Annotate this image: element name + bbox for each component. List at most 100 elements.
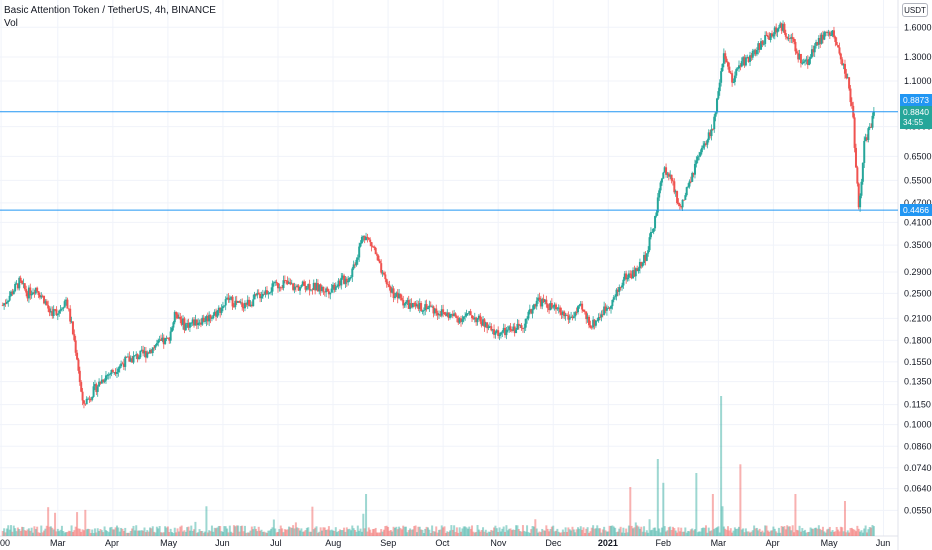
- volume-bar: [611, 525, 614, 536]
- volume-bar: [40, 525, 43, 536]
- candle-body: [600, 314, 603, 318]
- volume-bar: [135, 525, 138, 536]
- candle-body: [420, 303, 423, 311]
- y-tick-label: 1.6000: [904, 22, 932, 32]
- candle-body: [842, 63, 845, 66]
- candle-body: [665, 167, 668, 175]
- volume-bar: [5, 528, 8, 536]
- candle-body: [321, 286, 324, 292]
- candle-body: [612, 297, 615, 300]
- candle-body: [286, 280, 289, 284]
- y-tick-label: 0.1350: [904, 377, 932, 387]
- volume-bar: [276, 531, 279, 536]
- x-tick-label: Sep: [380, 538, 396, 548]
- volume-bar: [771, 530, 774, 536]
- candle-body: [213, 311, 216, 315]
- volume-bar: [512, 529, 515, 536]
- symbol-title[interactable]: Basic Attention Token / TetherUS, 4h, BI…: [4, 5, 216, 16]
- candle-body: [330, 288, 333, 293]
- candle-body: [381, 272, 384, 274]
- candle-body: [520, 325, 523, 329]
- x-tick-label: May: [160, 538, 178, 548]
- candle-body: [243, 302, 246, 309]
- candle-body: [471, 315, 474, 319]
- candle-body: [838, 47, 841, 54]
- candle-body: [131, 358, 134, 363]
- candle-body: [812, 49, 815, 53]
- volume-bar: [450, 525, 453, 536]
- volume-bar: [352, 528, 355, 536]
- volume-bar: [689, 529, 692, 536]
- candle-body: [221, 306, 224, 309]
- volume-bar: [491, 530, 494, 536]
- volume-bar: [721, 506, 724, 536]
- candle-body: [827, 32, 830, 34]
- candle-body: [107, 374, 110, 376]
- candle-body: [508, 326, 511, 330]
- candle-body: [256, 292, 259, 296]
- volume-bar: [146, 530, 149, 536]
- currency-badge[interactable]: USDT: [902, 3, 928, 17]
- candle-body: [162, 337, 165, 345]
- candle-body: [417, 304, 420, 309]
- y-tick-label: 0.0640: [904, 484, 932, 494]
- volume-bar: [110, 526, 113, 536]
- volume-bar: [465, 527, 468, 536]
- candle-body: [369, 239, 372, 243]
- candle-body: [641, 263, 644, 267]
- candle-body: [216, 310, 219, 317]
- volume-bar: [670, 530, 673, 536]
- candle-body: [168, 338, 171, 341]
- volume-bar: [30, 527, 33, 536]
- candle-body: [238, 301, 241, 303]
- volume-bar: [26, 529, 29, 536]
- x-tick-label: May: [821, 538, 839, 548]
- volume-bar: [91, 529, 94, 536]
- candle-body: [63, 301, 66, 308]
- volume-bar: [777, 527, 780, 536]
- volume-bar: [47, 507, 50, 536]
- candle-body: [572, 316, 575, 318]
- volume-bar: [809, 527, 812, 536]
- volume-bar: [528, 532, 531, 536]
- volume-bar: [649, 530, 652, 536]
- volume-bar: [210, 525, 213, 536]
- candle-body: [777, 27, 780, 29]
- volume-bar: [338, 529, 341, 536]
- volume-bar: [764, 525, 767, 536]
- candle-body: [133, 355, 136, 357]
- volume-bar: [161, 532, 164, 536]
- volume-bar: [471, 525, 474, 536]
- candle-body: [418, 303, 421, 309]
- volume-bar: [304, 530, 307, 536]
- volume-bar: [235, 525, 238, 536]
- volume-bar: [129, 530, 132, 536]
- volume-bar: [538, 531, 541, 536]
- volume-bar: [330, 529, 333, 536]
- candle-body: [60, 308, 63, 310]
- volume-bar: [523, 530, 526, 536]
- volume-bar: [765, 525, 768, 536]
- volume-bar: [685, 532, 688, 536]
- candle-body: [264, 290, 267, 295]
- candle-body: [297, 285, 300, 291]
- volume-bar: [735, 528, 738, 536]
- volume-indicator-label[interactable]: Vol: [4, 18, 18, 29]
- volume-bar: [3, 528, 6, 536]
- candle-body: [632, 270, 635, 279]
- x-axis[interactable]: 00 Mar Apr May Jun Jul Aug Sep Oct Nov Dec 2021 Feb M…: [0, 538, 890, 548]
- candle-body: [144, 350, 147, 358]
- candle-body: [494, 332, 497, 335]
- y-tick-label: 0.0740: [904, 463, 932, 473]
- volume-bar: [761, 530, 764, 536]
- volume-bar: [422, 532, 425, 536]
- volume-bar: [656, 459, 659, 536]
- volume-bar: [343, 527, 346, 536]
- candle-body: [480, 321, 483, 326]
- candle-body: [776, 28, 779, 33]
- candle-body: [638, 261, 641, 269]
- candle-body: [537, 297, 540, 301]
- candle-body: [614, 296, 617, 298]
- volume-bar: [849, 528, 852, 536]
